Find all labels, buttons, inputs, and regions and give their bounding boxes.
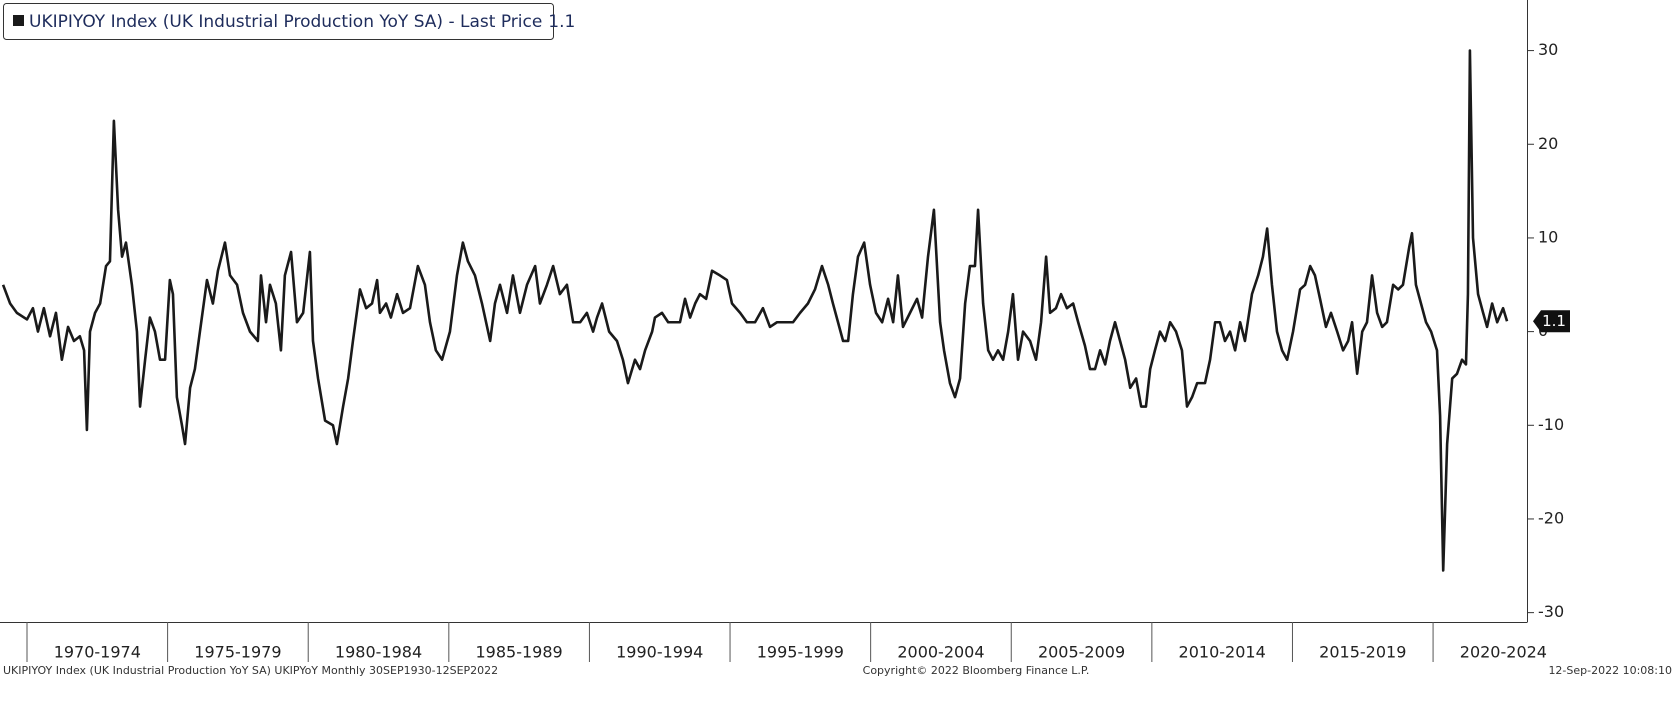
legend-text: UKIPIYOY Index (UK Industrial Production… — [29, 12, 575, 32]
legend-swatch — [13, 15, 24, 26]
y-tick-label: 30 — [1538, 40, 1558, 59]
x-tick-label: 2015-2019 — [1319, 643, 1406, 662]
last-price-tag — [1533, 310, 1570, 333]
y-tick-label: 10 — [1538, 227, 1558, 246]
x-tick-label: 2020-2024 — [1460, 643, 1547, 662]
series-line — [1, 49, 1509, 572]
x-tick-label: 1970-1974 — [54, 643, 141, 662]
x-tick-label: 2005-2009 — [1038, 643, 1125, 662]
legend-box — [3, 3, 554, 40]
last-price-label: 1.1 — [1542, 312, 1566, 330]
footer-right: 12-Sep-2022 10:08:10 — [1548, 664, 1672, 677]
x-tick-label: 2000-2004 — [897, 643, 984, 662]
y-tick-label: 20 — [1538, 134, 1558, 153]
legend-last-price: 1.1 — [548, 12, 575, 32]
x-tick-label: 1990-1994 — [616, 643, 703, 662]
y-tick-label: -20 — [1538, 508, 1564, 527]
footer-center: Copyright© 2022 Bloomberg Finance L.P. — [863, 664, 1090, 677]
x-tick-label: 1985-1989 — [476, 643, 563, 662]
x-tick-label: 1995-1999 — [757, 643, 844, 662]
legend-name: UKIPIYOY Index (UK Industrial Production… — [29, 12, 542, 32]
y-tick-label: -30 — [1538, 602, 1564, 621]
x-tick-label: 1975-1979 — [194, 643, 281, 662]
x-tick-label: 2010-2014 — [1179, 643, 1266, 662]
y-tick-label: -10 — [1538, 415, 1564, 434]
x-tick-label: 1980-1984 — [335, 643, 422, 662]
footer-left: UKIPIYOY Index (UK Industrial Production… — [3, 664, 498, 677]
